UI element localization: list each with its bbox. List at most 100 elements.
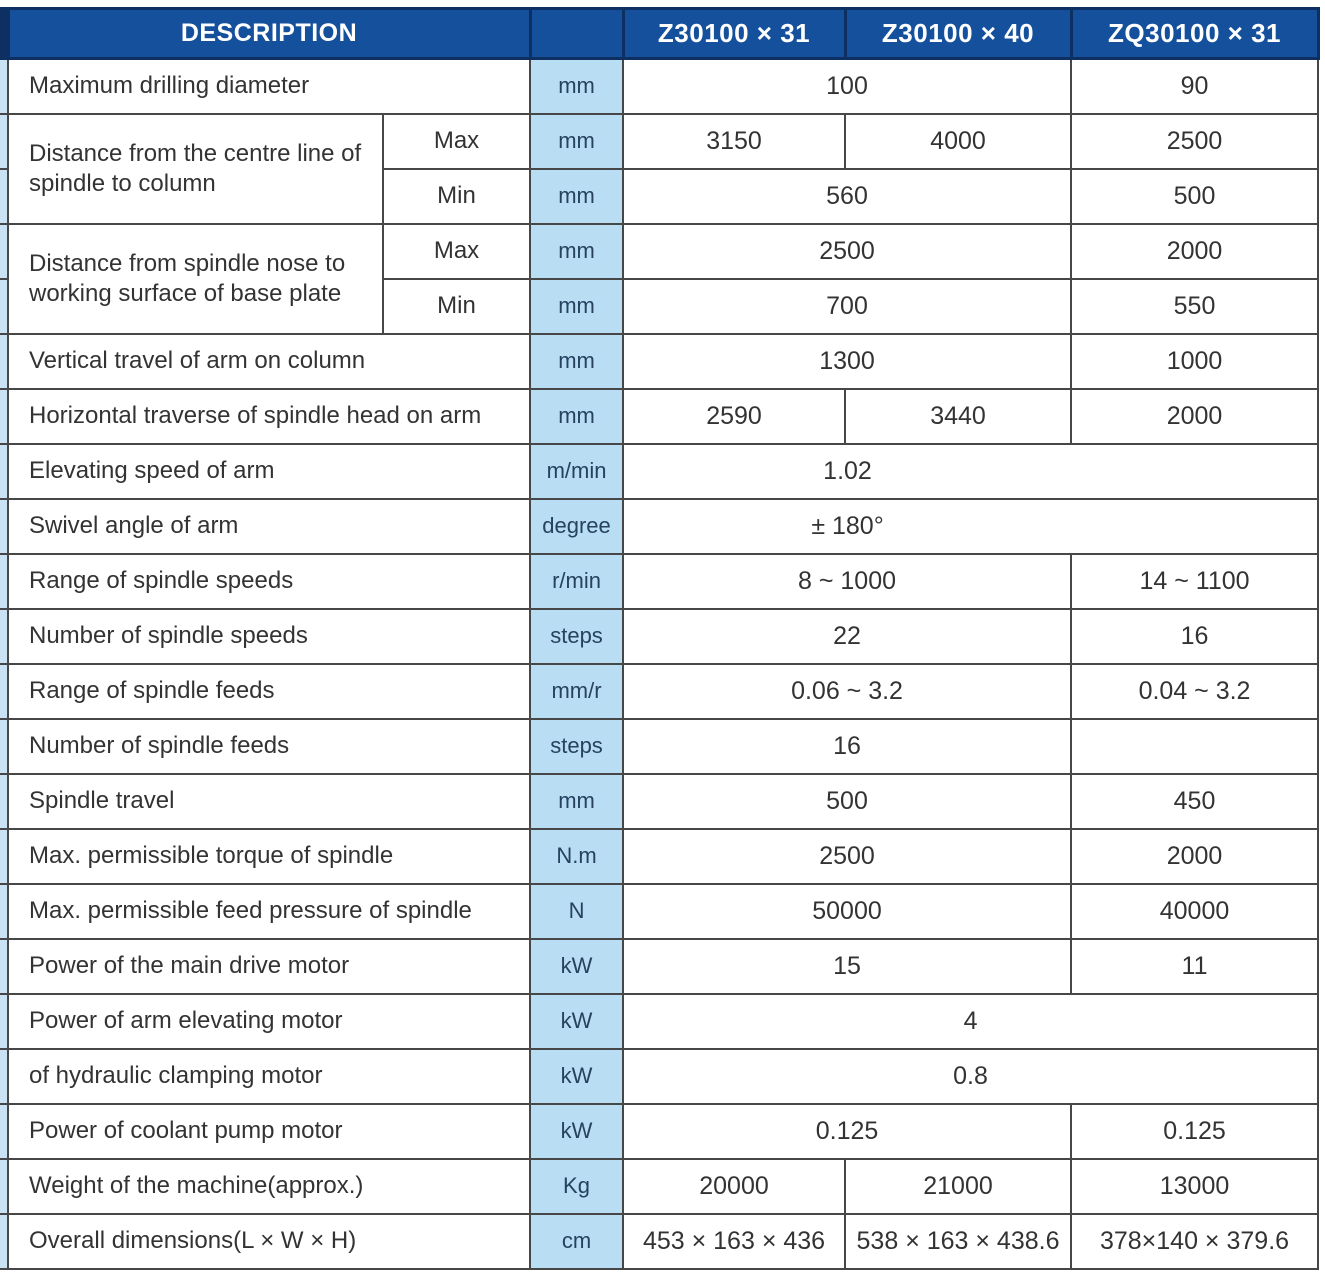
unit-cell: steps — [529, 717, 625, 775]
left-stripe-cell — [0, 992, 9, 1050]
model-header-zq30100x31: ZQ30100 × 31 — [1069, 7, 1320, 60]
spec-label-cell: Range of spindle feeds — [6, 662, 532, 720]
value-cell: 90 — [1070, 57, 1320, 115]
value-cell: 2000 — [1070, 827, 1320, 885]
table-row: Range of spindle speeds r/min 8 ~ 1000 14 ~… — [0, 552, 1320, 610]
value-cell: 1.02 — [622, 442, 1320, 500]
left-stripe-cell — [0, 772, 9, 830]
value-cell: 13000 — [1070, 1157, 1320, 1215]
value-cell: 3150 — [622, 112, 847, 170]
value-cell: 20000 — [622, 1157, 847, 1215]
value-cell: 450 — [1070, 772, 1320, 830]
table-row: Elevating speed of arm m/min 1.02 — [0, 442, 1320, 500]
table-row: Distance from the centre line of spindle… — [0, 112, 1320, 225]
value-cell: 1300 — [622, 332, 1073, 390]
table-row: Max. permissible feed pressure of spindl… — [0, 882, 1320, 940]
table-row: Horizontal traverse of spindle head on a… — [0, 387, 1320, 445]
value-cell: 40000 — [1070, 882, 1320, 940]
unit-cell: mm — [529, 222, 625, 280]
unit-cell: kW — [529, 937, 625, 995]
value-cell: 21000 — [844, 1157, 1073, 1215]
left-stripe-cell — [0, 442, 9, 500]
range-sub-cell: Max — [381, 112, 532, 170]
table-row: Power of the main drive motor kW 15 11 — [0, 937, 1320, 995]
unit-cell: mm — [529, 57, 625, 115]
left-stripe-cell — [0, 937, 9, 995]
table-row: Max. permissible torque of spindle N.m 250… — [0, 827, 1320, 885]
table-row: Range of spindle feeds mm/r 0.06 ~ 3.2 0.04… — [0, 662, 1320, 720]
unit-cell: mm — [529, 332, 625, 390]
spec-label-cell: Distance from spindle nose to working su… — [7, 222, 384, 335]
unit-cell: cm — [529, 1212, 625, 1270]
value-cell: 0.04 ~ 3.2 — [1070, 662, 1320, 720]
value-cell: 8 ~ 1000 — [622, 552, 1073, 610]
value-cell: 500 — [1070, 167, 1320, 225]
table-row: Number of spindle feeds steps 16 — [0, 717, 1320, 775]
spec-label-cell: Power of coolant pump motor — [6, 1102, 532, 1160]
left-stripe-cell — [0, 277, 9, 335]
unit-cell: mm — [529, 167, 625, 225]
unit-cell: Kg — [529, 1157, 625, 1215]
left-stripe-cell — [0, 662, 9, 720]
value-cell: 453 × 163 × 436 — [622, 1212, 847, 1270]
value-cell: 22 — [622, 607, 1073, 665]
value-cell: 4000 — [844, 112, 1073, 170]
specification-table: DESCRIPTION Z30100 × 31 Z30100 × 40 ZQ30… — [0, 7, 1320, 1270]
value-cell: 2000 — [1070, 222, 1320, 280]
left-stripe-cell — [0, 167, 9, 225]
value-cell: 2500 — [1070, 112, 1320, 170]
spec-label-cell: Max. permissible torque of spindle — [6, 827, 532, 885]
value-cell: 50000 — [622, 882, 1073, 940]
left-stripe-cell — [0, 1047, 9, 1105]
left-stripe-cell — [0, 607, 9, 665]
spec-label-cell: Vertical travel of arm on column — [6, 332, 532, 390]
table-row: Swivel angle of arm degree ± 180° — [0, 497, 1320, 555]
value-cell: 11 — [1070, 937, 1320, 995]
unit-cell: kW — [529, 992, 625, 1050]
spec-label-cell: Spindle travel — [6, 772, 532, 830]
table-row: Vertical travel of arm on column mm 1300 10… — [0, 332, 1320, 390]
unit-cell: mm — [529, 112, 625, 170]
unit-cell: mm — [529, 387, 625, 445]
spec-label-cell: Overall dimensions(L × W × H) — [6, 1212, 532, 1270]
spec-label-cell: Power of arm elevating motor — [6, 992, 532, 1050]
header-left-stripe — [0, 7, 10, 60]
value-cell: 550 — [1070, 277, 1320, 335]
value-cell: 2500 — [622, 827, 1073, 885]
left-stripe-cell — [0, 57, 9, 115]
unit-column-header — [528, 7, 625, 60]
model-header-z30100x40: Z30100 × 40 — [843, 7, 1073, 60]
unit-cell: kW — [529, 1047, 625, 1105]
value-cell: 0.8 — [622, 1047, 1320, 1105]
table-row: Power of coolant pump motor kW 0.125 0.125 — [0, 1102, 1320, 1160]
table-row: of hydraulic clamping motor kW 0.8 — [0, 1047, 1320, 1105]
left-stripe-cell — [0, 497, 9, 555]
description-header: DESCRIPTION — [6, 7, 532, 60]
value-cell: 100 — [622, 57, 1073, 115]
left-stripe-cell — [0, 1102, 9, 1160]
left-stripe-cell — [0, 112, 9, 170]
range-sub-cell: Max — [381, 222, 532, 280]
spec-label-cell: Weight of the machine(approx.) — [6, 1157, 532, 1215]
value-cell: 700 — [622, 277, 1073, 335]
left-stripe-cell — [0, 1157, 9, 1215]
unit-cell: m/min — [529, 442, 625, 500]
table-row: Maximum drilling diameter mm 100 90 — [0, 57, 1320, 115]
left-stripe-cell — [0, 882, 9, 940]
value-cell: 14 ~ 1100 — [1070, 552, 1320, 610]
value-cell: 15 — [622, 937, 1073, 995]
unit-cell: mm — [529, 277, 625, 335]
table-row: Min mm 560 500 — [0, 167, 1320, 225]
value-cell: 0.06 ~ 3.2 — [622, 662, 1073, 720]
table-row: Spindle travel mm 500 450 — [0, 772, 1320, 830]
spec-label-cell: Distance from the centre line of spindle… — [7, 112, 384, 225]
value-cell: 16 — [1070, 607, 1320, 665]
value-cell: 560 — [622, 167, 1073, 225]
unit-cell: steps — [529, 607, 625, 665]
value-cell: 538 × 163 × 438.6 — [844, 1212, 1073, 1270]
table-row: Weight of the machine(approx.) Kg 20000 210… — [0, 1157, 1320, 1215]
unit-cell: degree — [529, 497, 625, 555]
range-sub-cell: Min — [381, 167, 532, 225]
left-stripe-cell — [0, 222, 9, 280]
spec-label-cell: Horizontal traverse of spindle head on a… — [6, 387, 532, 445]
